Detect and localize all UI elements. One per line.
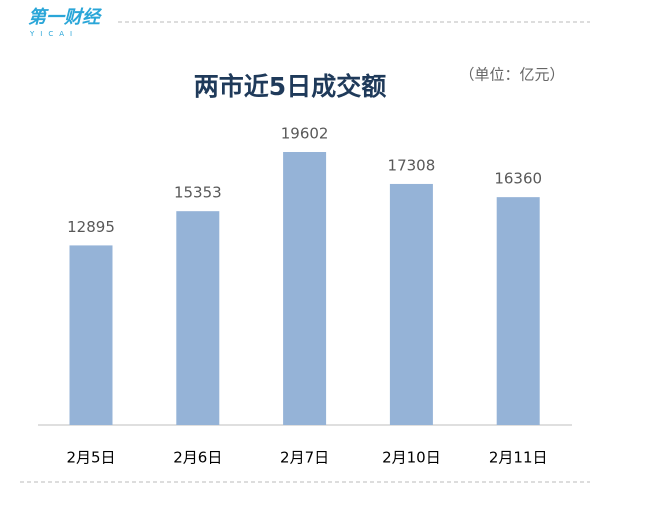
value-label: 17308 (388, 156, 436, 174)
x-tick-label: 2月10日 (382, 449, 441, 467)
bar (496, 197, 540, 425)
chart-title: 两市近5日成交额 (194, 72, 386, 101)
bar (69, 245, 113, 425)
x-tick-label: 2月5日 (66, 449, 115, 467)
bar (283, 152, 327, 425)
unit-label: （单位：亿元） (459, 66, 564, 84)
value-label: 12895 (67, 218, 115, 236)
value-label: 19602 (281, 125, 329, 143)
value-label: 16360 (494, 170, 542, 188)
logo-sub: YICAI (29, 30, 78, 38)
x-tick-label: 2月7日 (280, 449, 329, 467)
bar (176, 211, 220, 425)
logo: 第一财经 (28, 7, 103, 28)
x-tick-label: 2月6日 (173, 449, 222, 467)
bar (389, 183, 433, 425)
value-label: 15353 (174, 184, 222, 202)
x-tick-label: 2月11日 (489, 449, 548, 467)
